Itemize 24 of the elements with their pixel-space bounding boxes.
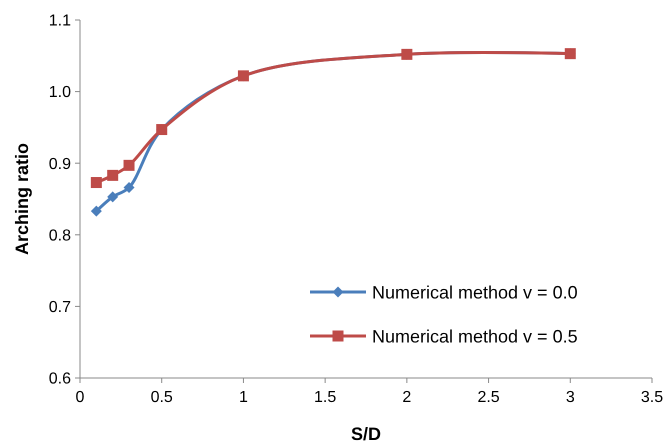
point	[90, 177, 102, 188]
x-tick-label: 1	[238, 389, 248, 406]
y-tick-label: 0.6	[48, 370, 72, 388]
y-axis-title: Arching ratio	[12, 142, 32, 256]
legend-label: Numerical method v = 0.5	[372, 326, 578, 346]
y-tick-label: 1.1	[48, 12, 72, 30]
point	[124, 182, 135, 194]
x-tick-label: 3	[566, 389, 575, 406]
point	[107, 191, 118, 202]
x-tick-label: 0.5	[150, 389, 173, 406]
y-tick-label: 1.0	[48, 84, 72, 102]
x-tick-label: 2.5	[477, 389, 500, 406]
y-tick-label: 0.9	[48, 156, 72, 173]
point	[107, 170, 118, 181]
point	[90, 206, 102, 217]
y-tick-label: 0.7	[48, 299, 72, 316]
x-tick-label: 1.5	[314, 389, 336, 406]
x-axis-title: S/D	[350, 424, 382, 444]
point	[124, 160, 135, 171]
x-tick-label: 3.5	[640, 389, 663, 406]
x-tick-label: 2	[402, 389, 412, 406]
y-tick-label: 0.8	[48, 227, 72, 244]
legend-label: Numerical method v = 0.0	[372, 282, 578, 302]
x-tick-label: 0	[76, 389, 85, 406]
